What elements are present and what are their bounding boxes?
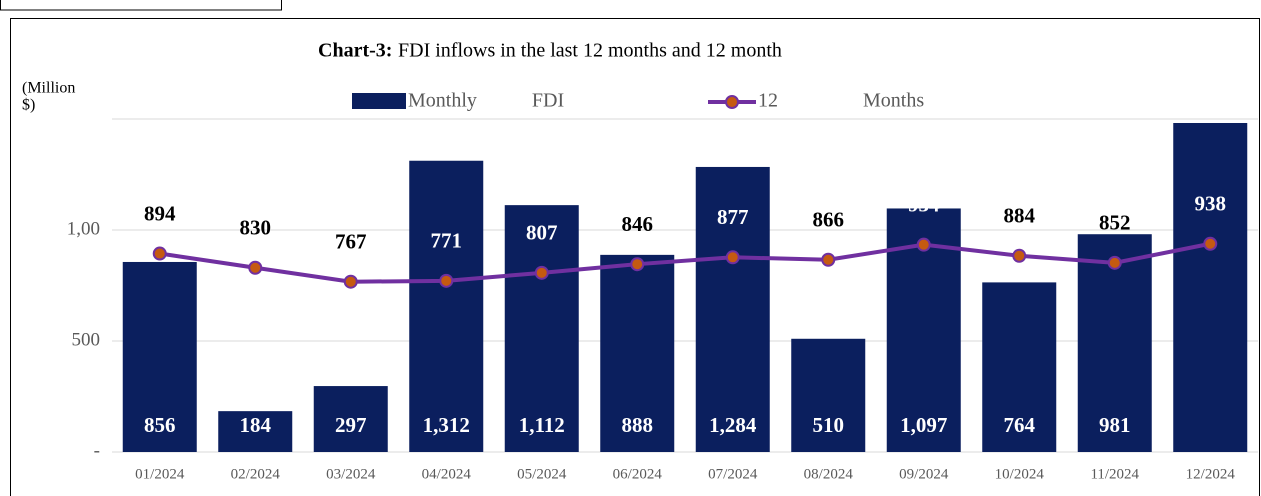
line-marker (248, 260, 263, 275)
y-tick-label: 500 (72, 329, 101, 350)
chart-title: FDI inflows in the last 12 months and 12… (398, 40, 782, 62)
bar-value-label: 1,112 (519, 413, 565, 437)
bar-value-label: 510 (813, 413, 845, 437)
bar (982, 282, 1057, 452)
line-value-label: 846 (622, 212, 654, 236)
line (159, 241, 1211, 284)
bar-value-label: 1,097 (900, 413, 947, 437)
fragment-box (0, 0, 282, 11)
x-tick-label: 11/2024 (1090, 466, 1139, 482)
line-marker (725, 250, 740, 265)
line-marker (1203, 236, 1218, 251)
y-tick-label: 1,00 (67, 218, 100, 239)
bar-value-label: 856 (144, 413, 176, 437)
line-value-label: 767 (335, 230, 367, 254)
legend-marker (725, 95, 739, 109)
bar (122, 261, 197, 452)
x-tick-label: 04/2024 (422, 466, 472, 482)
line-marker (916, 237, 931, 252)
bar (600, 254, 675, 452)
bar (504, 205, 579, 452)
x-tick-label: 10/2024 (995, 466, 1045, 482)
line-value-label: 807 (526, 221, 558, 245)
bar-value-label: 184 (240, 413, 272, 437)
bar-value-label: 888 (622, 413, 654, 437)
line-marker (439, 273, 454, 288)
y-tick-label: - (94, 440, 100, 461)
line-value-label: 938 (1195, 192, 1227, 216)
line-value-label: 934 (908, 192, 940, 216)
legend-label: 12 Months (758, 90, 924, 112)
line-marker (534, 265, 549, 280)
bar-value-label: 1,284 (709, 413, 757, 437)
x-tick-label: 08/2024 (804, 466, 854, 482)
line-value-label: 894 (144, 201, 176, 225)
bar-value-label: 764 (1004, 413, 1036, 437)
line-value-label: 866 (813, 208, 845, 232)
line-value-label: 884 (1004, 204, 1036, 228)
bar (313, 386, 388, 452)
bar (1173, 122, 1248, 452)
x-tick-label: 09/2024 (899, 466, 949, 482)
x-tick-label: 12/2024 (1186, 466, 1236, 482)
x-tick-label: 02/2024 (231, 466, 281, 482)
x-tick-label: 06/2024 (613, 466, 663, 482)
line-marker (1107, 255, 1122, 270)
line-marker (152, 246, 167, 261)
chart-title-label: Chart-3: (318, 40, 392, 62)
bar (409, 160, 484, 452)
bar (695, 166, 770, 452)
y-axis-label: $) (22, 97, 35, 114)
line-value-label: 852 (1099, 211, 1131, 235)
line-marker (630, 257, 645, 272)
bar (218, 411, 293, 452)
line-marker (343, 274, 358, 289)
bar-value-label: 297 (335, 413, 367, 437)
bar-value-label: 981 (1099, 413, 1131, 437)
line-value-label: 771 (431, 229, 463, 253)
bar-value-label: 1,312 (423, 413, 470, 437)
bar (791, 338, 866, 452)
legend-swatch (352, 93, 406, 109)
legend-label: Monthly FDI (408, 90, 564, 112)
line-value-label: 877 (717, 205, 749, 229)
y-axis-label: (Million (22, 80, 75, 97)
x-tick-label: 07/2024 (708, 466, 758, 482)
x-tick-label: 03/2024 (326, 466, 376, 482)
line-value-label: 830 (240, 216, 272, 240)
x-tick-label: 05/2024 (517, 466, 567, 482)
bar (1077, 234, 1152, 452)
x-tick-label: 01/2024 (135, 466, 185, 482)
line-marker (821, 252, 836, 267)
line-marker (1012, 248, 1027, 263)
